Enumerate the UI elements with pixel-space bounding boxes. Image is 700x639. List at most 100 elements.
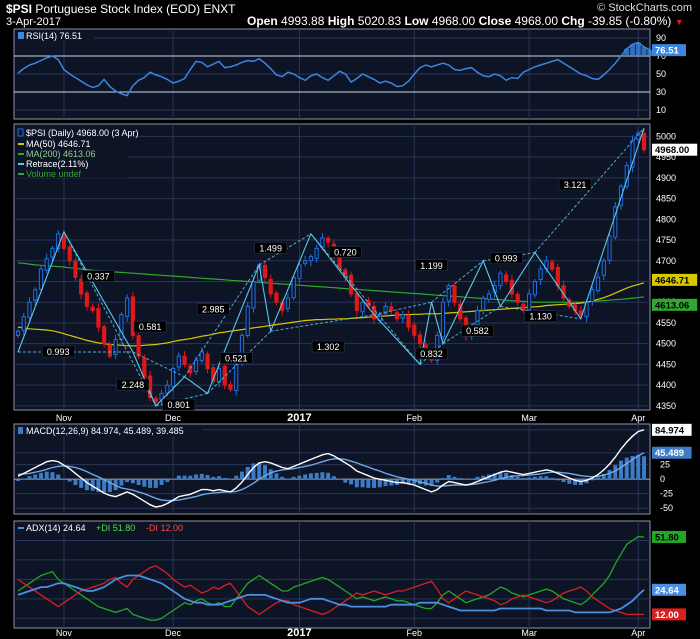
candle-body [79, 278, 84, 295]
macd-histogram-bar [354, 479, 359, 488]
candle-body [153, 397, 158, 403]
macd-histogram-bar [165, 479, 170, 483]
macd-histogram-bar [544, 476, 549, 480]
macd-histogram-bar [16, 479, 20, 481]
macd-histogram-bar [573, 479, 578, 485]
candle-body [73, 260, 78, 278]
candle-body [96, 307, 101, 328]
retrace-label: 3.121 [564, 180, 587, 190]
macd-histogram-bar [176, 475, 181, 480]
x-tick-label: Nov [56, 413, 73, 423]
macd-legend: MACD(12,26,9) 84.974, 45.489, 39.485 [26, 426, 184, 436]
candle-body [38, 268, 44, 290]
macd-histogram-bar [159, 479, 164, 485]
retrace-label: 0.581 [139, 322, 162, 332]
macd-histogram-bar [90, 479, 95, 491]
x-tick-label: Feb [407, 413, 423, 423]
retrace-label: 0.832 [420, 349, 443, 359]
retrace-dashed-link [270, 314, 375, 332]
candle-body [555, 266, 560, 287]
candle-body [193, 359, 199, 372]
macd-legend-bg [16, 425, 202, 436]
macd-histogram-bar [194, 474, 199, 480]
retrace-label: 2.248 [122, 380, 145, 390]
retrace-dashed-link [442, 305, 501, 345]
macd-histogram-bar [84, 479, 89, 491]
rsi-legend-bg [16, 30, 94, 41]
macd-histogram-bar [515, 476, 520, 480]
candle-body [113, 339, 118, 355]
macd-histogram-bar [412, 479, 417, 484]
x-tick-label: 2017 [287, 627, 311, 639]
macd-histogram-bar [630, 455, 635, 480]
price-tick-label: 4950 [656, 152, 676, 162]
macd-histogram-bar [366, 479, 371, 488]
candle-body [222, 365, 227, 386]
macd-histogram-bar [423, 479, 428, 486]
price-legend-title: $PSI (Daily) 4968.00 (3 Apr) [26, 128, 139, 138]
macd-histogram-bar [130, 479, 135, 484]
candle-body [314, 247, 319, 259]
macd-histogram-bar [217, 476, 222, 480]
open-value: 4993.88 [281, 14, 325, 28]
rsi-tick-label: 90 [656, 33, 666, 43]
candle-body [446, 285, 451, 302]
adx-line [17, 574, 645, 614]
retrace-label-bg [197, 303, 230, 315]
macd-histogram-bar [239, 471, 244, 480]
macd-histogram-bar [21, 478, 26, 480]
ma200-value: 4613.06 [655, 300, 689, 311]
retrace-label-bg [329, 246, 362, 258]
macd-histogram-bar [435, 479, 440, 483]
down-arrow-icon: ▼ [674, 17, 684, 27]
macd-histogram-bar [268, 469, 273, 480]
macd-histogram-bar [56, 474, 61, 480]
macd-histogram-bar [171, 478, 176, 480]
minus-di-value: 12.00 [655, 610, 679, 621]
macd-histogram-bar [613, 465, 618, 480]
rsi-tick-label: 10 [656, 105, 666, 115]
last-price-value-box [652, 143, 698, 156]
retrace-label: 2.985 [202, 305, 225, 315]
candle-body [641, 133, 647, 151]
candle-body [532, 281, 537, 296]
ma50-line [17, 282, 645, 347]
macd-histogram-bar [584, 479, 589, 484]
macd-histogram-bar [320, 472, 325, 480]
candle-body [326, 237, 331, 243]
macd-histogram-bar [469, 478, 474, 480]
ma50-value-box [652, 273, 698, 286]
retrace-dashed-link [132, 351, 185, 378]
candle-body [176, 355, 181, 368]
macd-histogram-bar [27, 476, 32, 480]
macd-histogram-bar [607, 469, 612, 480]
candle-body [15, 330, 21, 336]
candle-body [291, 276, 296, 299]
candle-body [21, 316, 26, 331]
rsi-legend: RSI(14) 76.51 [26, 31, 82, 41]
macd-histogram-bar [234, 475, 239, 480]
retrace-label-bg [41, 345, 75, 358]
macd-histogram-bar [509, 475, 514, 480]
macd-histogram-bar [297, 475, 302, 480]
macd-signal-line [17, 452, 645, 502]
macd-value-box: 45.489 [655, 448, 684, 459]
macd-histogram-bar [458, 478, 463, 480]
price-legend-item: MA(50) 4646.71 [26, 139, 91, 149]
price-tick-label: 4350 [656, 401, 676, 411]
macd-histogram-bar [182, 475, 187, 480]
candle-body [515, 293, 520, 303]
candle-body [366, 300, 371, 307]
candle-body [394, 312, 400, 320]
close-label: Close [478, 14, 512, 28]
macd-histogram-bar [314, 472, 319, 480]
macd-histogram-bar [188, 475, 193, 480]
change-value: -39.85 (-0.80%) [588, 14, 672, 28]
plus-di-legend: +DI 51.80 [96, 523, 135, 533]
macd-histogram-bar [142, 479, 147, 487]
price-tick-label: 4400 [656, 380, 676, 390]
candle-body [613, 206, 618, 238]
macd-histogram-bar [389, 479, 394, 486]
macd-histogram-bar [153, 479, 158, 488]
